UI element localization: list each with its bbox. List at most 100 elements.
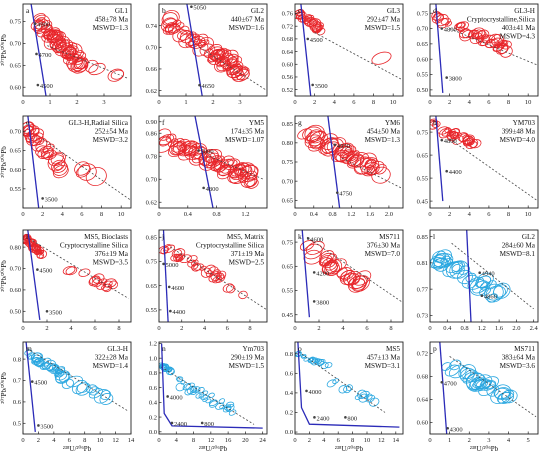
panel-letter: f [162,118,165,127]
x-tick-label: 0 [21,437,24,444]
y-tick-label: 0.6 [285,371,294,378]
panel-letter: o [298,344,302,353]
x-tick-label: 6 [93,325,97,332]
data-ellipse [371,166,391,184]
age-marker [35,52,38,56]
data-ellipse [191,262,202,272]
age-label: 4950 [337,143,350,150]
data-ellipse [496,44,509,55]
panel-stat: 440±67 Ma [231,16,265,24]
data-ellipse [208,266,219,276]
x-tick-label: 0 [428,99,431,106]
data-ellipse [304,124,325,142]
plot-area: 5000 4600 4400 [159,230,267,322]
age-marker [480,294,484,298]
y-tick-label: 0.8 [149,370,157,377]
y-tick-label: 0.56 [282,74,294,81]
x-tick-label: 4 [333,99,337,106]
x-tick-label: 8 [389,325,392,332]
age-label: 4400 [449,169,462,176]
data-ellipse [340,269,355,281]
y-tick-label: 0.75 [282,239,293,246]
x-tick-label: 2 [37,437,40,444]
x-tick-label: 8 [100,211,103,218]
x-tick-label: 1 [184,99,187,106]
x-tick-label: 0 [157,325,160,332]
data-ellipse [194,33,209,47]
x-tick-label: 2 [45,325,48,332]
age-marker [169,309,172,313]
data-ellipse [455,21,469,32]
data-ellipse [305,241,325,255]
age-label: 4650 [202,83,215,90]
x-tick-label: 6 [80,211,84,218]
data-ellipse [351,275,370,292]
data-ellipse [41,20,53,30]
data-ellipse [457,132,469,142]
data-ellipse [159,136,172,147]
y-tick-label: 0.6 [149,385,158,392]
y-tick-label: 0.72 [282,23,293,30]
panel-letter: p [433,344,437,353]
age-marker [30,380,34,383]
panel-letter: g [298,118,302,127]
age-marker [197,149,200,152]
x-tick-label: 2 [448,211,451,218]
data-ellipse [34,357,45,367]
y-tick-label: 0.78 [146,153,157,160]
data-ellipse [180,140,198,154]
y-tick-label: 0.55 [282,288,293,295]
panel-stat: 458±78 Ma [95,16,129,24]
age-label: 4940 [482,271,495,278]
x-tick-label: 8 [372,99,375,106]
regression-line [199,46,267,91]
data-ellipse [227,53,239,64]
age-label: 4700 [444,380,457,387]
data-ellipse [366,166,378,176]
panel-stat: 457±13 Ma [367,354,401,362]
data-ellipse [195,393,202,399]
data-ellipse [200,394,209,401]
panel-stat: MSWD=3.2 [93,136,129,144]
regression-line [47,45,129,79]
y-tick-label: 0.65 [417,41,428,48]
age-label: 4900 [37,22,50,29]
age-label: 800 [347,415,357,422]
x-tick-label: 6 [337,437,341,444]
panel-o: 4000 2400 800 0 2 4 6 8 10 12 14 0.0 0.2 0.4 0.6 0.8 o MS… [285,341,404,453]
y-tick-label: 0.76 [282,11,294,18]
plot-area: 5050 4650 [160,4,267,96]
data-ellipse [99,393,114,405]
x-tick-label: 8 [507,99,510,106]
data-ellipse [210,48,226,59]
age-marker [333,143,337,147]
concordia-curve [194,116,214,208]
data-ellipse [430,118,438,126]
data-ellipse [41,29,59,43]
panel-i: 4500 3500 0 2 4 6 8 0.50 0.60 0.70 0.80 i MS5, Biocl… [0,229,132,332]
x-tick-label: 16 [225,437,232,444]
age-marker [446,426,449,430]
data-ellipse [163,244,176,254]
y-tick-label: 0.70 [10,129,21,136]
axes-frame [294,229,404,323]
axes-frame [22,115,132,209]
age-label: 4500 [310,37,323,44]
data-ellipse [186,255,198,263]
data-ellipse [192,41,209,57]
x-axis-title: ²³⁸U/²⁰⁶Pb [63,445,92,453]
y-tick-label: 0.70 [282,178,293,185]
data-ellipse [477,29,490,40]
data-ellipse [487,293,498,303]
data-ellipse [309,357,315,362]
data-ellipse [218,165,232,177]
y-axis-title: ²⁰⁷Pb/²⁰⁶Pb [0,372,8,404]
data-ellipse [88,62,106,76]
age-marker [162,262,165,266]
y-tick-label: 0.68 [417,374,428,381]
data-ellipse [343,385,352,394]
y-tick-label: 0.75 [282,159,293,166]
y-tick-label: 0.0 [149,429,157,436]
x-tick-label: 10 [364,437,371,444]
